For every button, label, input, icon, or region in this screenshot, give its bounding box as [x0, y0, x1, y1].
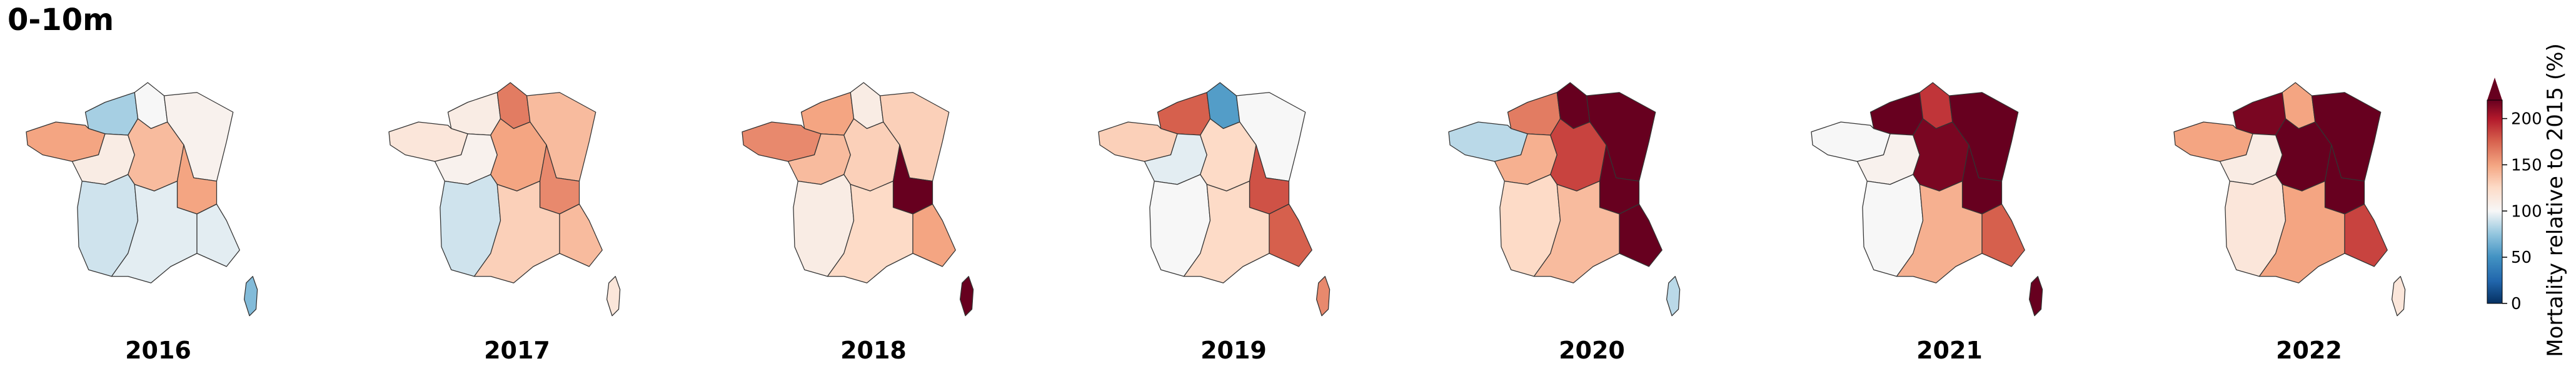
figure-title: 0-10m [8, 3, 114, 38]
colorbar-label: Mortality relative to 2015 (%) [2543, 43, 2568, 357]
map-panel-2016 [26, 82, 258, 317]
map-panel-2021 [1811, 82, 2043, 317]
colorbar-tick-label: 100 [2511, 202, 2542, 221]
region-se-2021 [1981, 203, 2025, 267]
region-co-2019 [1316, 276, 1331, 317]
year-label-2022: 2022 [2276, 337, 2342, 364]
region-co-2017 [606, 276, 621, 317]
region-nw-2017 [447, 92, 501, 136]
region-s-2016 [111, 180, 198, 283]
year-label-2017: 2017 [484, 337, 550, 364]
region-co-2018 [959, 276, 974, 317]
region-nw-2018 [800, 92, 855, 136]
colorbar-gradient [2487, 99, 2503, 304]
year-label-2020: 2020 [1559, 337, 1625, 364]
region-nw-2022 [2232, 92, 2287, 136]
region-se-2016 [196, 203, 240, 267]
region-s-2022 [2258, 180, 2345, 283]
year-label-2016: 2016 [125, 337, 191, 364]
region-nw-2020 [1507, 92, 1561, 136]
colorbar-tick-label: 50 [2511, 248, 2532, 267]
region-se-2017 [559, 203, 603, 267]
region-nw-2016 [84, 92, 139, 136]
year-label-2019: 2019 [1200, 337, 1267, 364]
colorbar-extend-arrow [2487, 78, 2502, 100]
region-se-2020 [1619, 203, 1663, 267]
colorbar: 0 50 100 150 200 Mortality relative to 2015 … [2487, 43, 2568, 357]
map-panel-2017 [388, 82, 621, 317]
region-co-2020 [1666, 276, 1681, 317]
year-label-2018: 2018 [840, 337, 907, 364]
region-s-2017 [473, 180, 560, 283]
region-co-2016 [243, 276, 258, 317]
map-panel-2018 [742, 82, 974, 317]
map-panels: 2016 2017 2018 2019 2020 2021 2022 [26, 82, 2406, 364]
region-s-2018 [827, 180, 913, 283]
colorbar-tick-label: 150 [2511, 156, 2542, 175]
map-panel-2022 [2173, 82, 2406, 317]
region-se-2018 [912, 203, 956, 267]
region-co-2022 [2391, 276, 2406, 317]
region-s-2020 [1533, 180, 1620, 283]
region-se-2022 [2344, 203, 2388, 267]
region-s-2019 [1183, 180, 1270, 283]
region-nw-2021 [1869, 92, 1924, 136]
region-s-2021 [1896, 180, 1983, 283]
map-panel-2020 [1448, 82, 1681, 317]
colorbar-tick-label: 200 [2511, 110, 2542, 129]
colorbar-tick-label: 0 [2511, 295, 2522, 313]
region-co-2021 [2028, 276, 2043, 317]
region-nw-2019 [1157, 92, 1211, 136]
colorbar-ticks: 0 50 100 150 200 [2502, 110, 2542, 313]
region-se-2019 [1269, 203, 1312, 267]
year-label-2021: 2021 [1916, 337, 1983, 364]
map-panel-2019 [1098, 82, 1331, 317]
